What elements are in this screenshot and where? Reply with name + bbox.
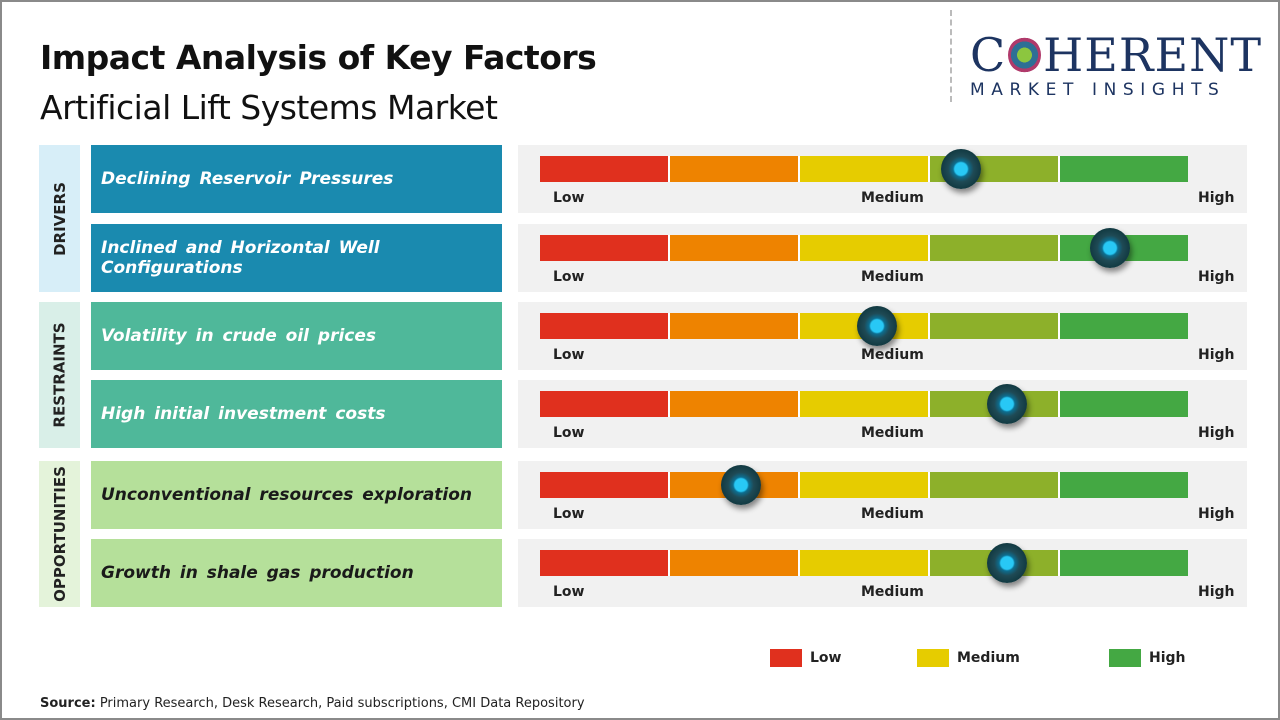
impact-gauge: Low Medium High (518, 380, 1247, 448)
gauge-segment (1060, 550, 1188, 576)
gauge-segment (540, 313, 670, 339)
gauge-segment (930, 472, 1060, 498)
impact-marker-knob (856, 306, 897, 346)
gauge-bar (540, 235, 1188, 261)
legend-swatch (770, 649, 802, 667)
scale-medium-label: Medium (861, 269, 924, 285)
gauge-segment (800, 391, 930, 417)
gauge-segment (540, 156, 670, 182)
scale-medium-label: Medium (861, 347, 924, 363)
divider (950, 10, 952, 102)
gauge-bar (540, 550, 1188, 576)
gauge-segment (930, 235, 1060, 261)
scale-high-label: High (1198, 190, 1235, 206)
impact-marker-knob (941, 149, 982, 189)
source-note: Source: Primary Research, Desk Research,… (40, 696, 585, 711)
impact-gauge: Low Medium High (518, 302, 1247, 370)
gauge-segment (800, 550, 930, 576)
impact-gauge: Low Medium High (518, 539, 1247, 607)
gauge-segment (670, 235, 800, 261)
impact-marker-knob (1090, 228, 1131, 268)
impact-gauge: Low Medium High (518, 145, 1247, 213)
gauge-segment (670, 550, 800, 576)
group-label: DRIVERS (50, 181, 69, 256)
gauge-segment (670, 313, 800, 339)
factor-label: Volatility in crude oil prices (91, 302, 502, 370)
gauge-segment (930, 313, 1060, 339)
factor-label: Growth in shale gas production (91, 539, 502, 607)
gauge-bar (540, 156, 1188, 182)
impact-gauge: Low Medium High (518, 224, 1247, 292)
scale-high-label: High (1198, 347, 1235, 363)
scale-high-label: High (1198, 584, 1235, 600)
group-label: RESTRAINTS (50, 322, 69, 428)
gauge-bar (540, 472, 1188, 498)
scale-medium-label: Medium (861, 190, 924, 206)
factor-label: Unconventional resources exploration (91, 461, 502, 529)
scale-medium-label: Medium (861, 584, 924, 600)
gauge-segment (670, 156, 800, 182)
legend-swatch (917, 649, 949, 667)
legend-low: Low (770, 649, 841, 667)
legend-medium: Medium (917, 649, 1020, 667)
scale-low-label: Low (553, 425, 585, 441)
legend-swatch (1109, 649, 1141, 667)
page-subtitle: Artificial Lift Systems Market (40, 88, 498, 127)
gauge-segment (800, 235, 930, 261)
scale-low-label: Low (553, 190, 585, 206)
scale-low-label: Low (553, 269, 585, 285)
impact-marker-knob (986, 543, 1027, 583)
gauge-segment (1060, 391, 1188, 417)
group-band-opportunities: OPPORTUNITIES (39, 461, 80, 607)
scale-low-label: Low (553, 506, 585, 522)
gauge-segment (1060, 313, 1188, 339)
scale-high-label: High (1198, 425, 1235, 441)
gauge-segment (1060, 472, 1188, 498)
gauge-segment (800, 156, 930, 182)
group-label: OPPORTUNITIES (50, 466, 69, 602)
factor-label: Declining Reservoir Pressures (91, 145, 502, 213)
legend-high: High (1109, 649, 1186, 667)
scale-medium-label: Medium (861, 425, 924, 441)
scale-high-label: High (1198, 269, 1235, 285)
gauge-segment (540, 472, 670, 498)
globe-icon (1008, 37, 1042, 73)
group-band-drivers: DRIVERS (39, 145, 80, 292)
page-title: Impact Analysis of Key Factors (40, 38, 597, 77)
scale-low-label: Low (553, 347, 585, 363)
scale-medium-label: Medium (861, 506, 924, 522)
scale-low-label: Low (553, 584, 585, 600)
gauge-segment (800, 472, 930, 498)
impact-marker-knob (986, 384, 1027, 424)
impact-marker-knob (720, 465, 761, 505)
gauge-bar (540, 391, 1188, 417)
gauge-segment (540, 235, 670, 261)
gauge-segment (670, 391, 800, 417)
group-band-restraints: RESTRAINTS (39, 302, 80, 448)
gauge-segment (540, 391, 670, 417)
factor-label: High initial investment costs (91, 380, 502, 448)
company-logo: C HERENT MARKET INSIGHTS (970, 28, 1262, 100)
factor-label: Inclined and Horizontal Well Configurati… (91, 224, 502, 292)
gauge-segment (1060, 156, 1188, 182)
gauge-segment (540, 550, 670, 576)
gauge-bar (540, 313, 1188, 339)
scale-high-label: High (1198, 506, 1235, 522)
impact-gauge: Low Medium High (518, 461, 1247, 529)
